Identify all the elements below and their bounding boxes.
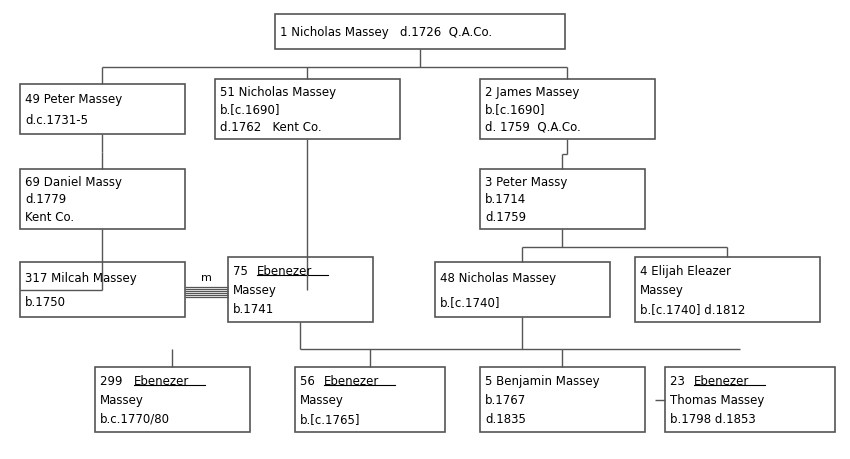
Text: Massey: Massey — [640, 283, 684, 297]
Text: 1 Nicholas Massey   d.1726  Q.A.Co.: 1 Nicholas Massey d.1726 Q.A.Co. — [280, 26, 492, 39]
Text: d.1762   Kent Co.: d.1762 Kent Co. — [220, 121, 321, 134]
Bar — [20, 263, 185, 317]
Text: d.1835: d.1835 — [485, 412, 526, 425]
Text: d.c.1731-5: d.c.1731-5 — [25, 114, 88, 127]
Bar — [20, 170, 185, 230]
Bar — [95, 367, 250, 432]
Text: 5 Benjamin Massey: 5 Benjamin Massey — [485, 374, 599, 387]
Bar — [215, 80, 400, 140]
Text: 299: 299 — [100, 374, 127, 387]
Text: Massey: Massey — [300, 393, 344, 406]
Text: b.c.1770/80: b.c.1770/80 — [100, 412, 170, 425]
Text: b.1741: b.1741 — [233, 302, 275, 315]
Text: m: m — [201, 273, 212, 283]
Bar — [295, 367, 445, 432]
Text: 2 James Massey: 2 James Massey — [485, 86, 580, 99]
Bar — [635, 257, 820, 322]
Bar — [228, 257, 373, 322]
Text: Massey: Massey — [233, 283, 277, 297]
Text: d.1759: d.1759 — [485, 210, 526, 224]
Text: b.[c.1690]: b.[c.1690] — [220, 103, 280, 116]
Bar — [275, 15, 565, 50]
Bar — [480, 170, 645, 230]
Text: Ebenezer: Ebenezer — [324, 374, 379, 387]
Text: 317 Milcah Massey: 317 Milcah Massey — [25, 272, 137, 285]
Text: 51 Nicholas Massey: 51 Nicholas Massey — [220, 86, 336, 99]
Text: 49 Peter Massey: 49 Peter Massey — [25, 93, 122, 106]
Bar — [20, 85, 185, 134]
Bar — [480, 80, 655, 140]
Text: Ebenezer: Ebenezer — [694, 374, 750, 387]
Text: b.[c.1690]: b.[c.1690] — [485, 103, 546, 116]
Bar — [665, 367, 835, 432]
Text: 56: 56 — [300, 374, 319, 387]
Text: 4 Elijah Eleazer: 4 Elijah Eleazer — [640, 264, 731, 277]
Text: b.[c.1765]: b.[c.1765] — [300, 412, 360, 425]
Text: b.[c.1740] d.1812: b.[c.1740] d.1812 — [640, 302, 745, 315]
Text: b.1767: b.1767 — [485, 393, 526, 406]
Text: b.[c.1740]: b.[c.1740] — [440, 295, 501, 308]
Text: d.1779: d.1779 — [25, 193, 66, 206]
Bar — [480, 367, 645, 432]
Text: b.1798 d.1853: b.1798 d.1853 — [670, 412, 756, 425]
Bar — [435, 263, 610, 317]
Text: d. 1759  Q.A.Co.: d. 1759 Q.A.Co. — [485, 121, 581, 134]
Text: Ebenezer: Ebenezer — [133, 374, 190, 387]
Text: b.1750: b.1750 — [25, 295, 66, 308]
Text: 75: 75 — [233, 264, 252, 277]
Text: 23: 23 — [670, 374, 689, 387]
Text: 48 Nicholas Massey: 48 Nicholas Massey — [440, 272, 556, 285]
Text: 3 Peter Massy: 3 Peter Massy — [485, 176, 568, 189]
Text: 69 Daniel Massy: 69 Daniel Massy — [25, 176, 122, 189]
Text: Kent Co.: Kent Co. — [25, 210, 74, 224]
Text: b.1714: b.1714 — [485, 193, 526, 206]
Text: Massey: Massey — [100, 393, 144, 406]
Text: Thomas Massey: Thomas Massey — [670, 393, 764, 406]
Text: Ebenezer: Ebenezer — [257, 264, 313, 277]
